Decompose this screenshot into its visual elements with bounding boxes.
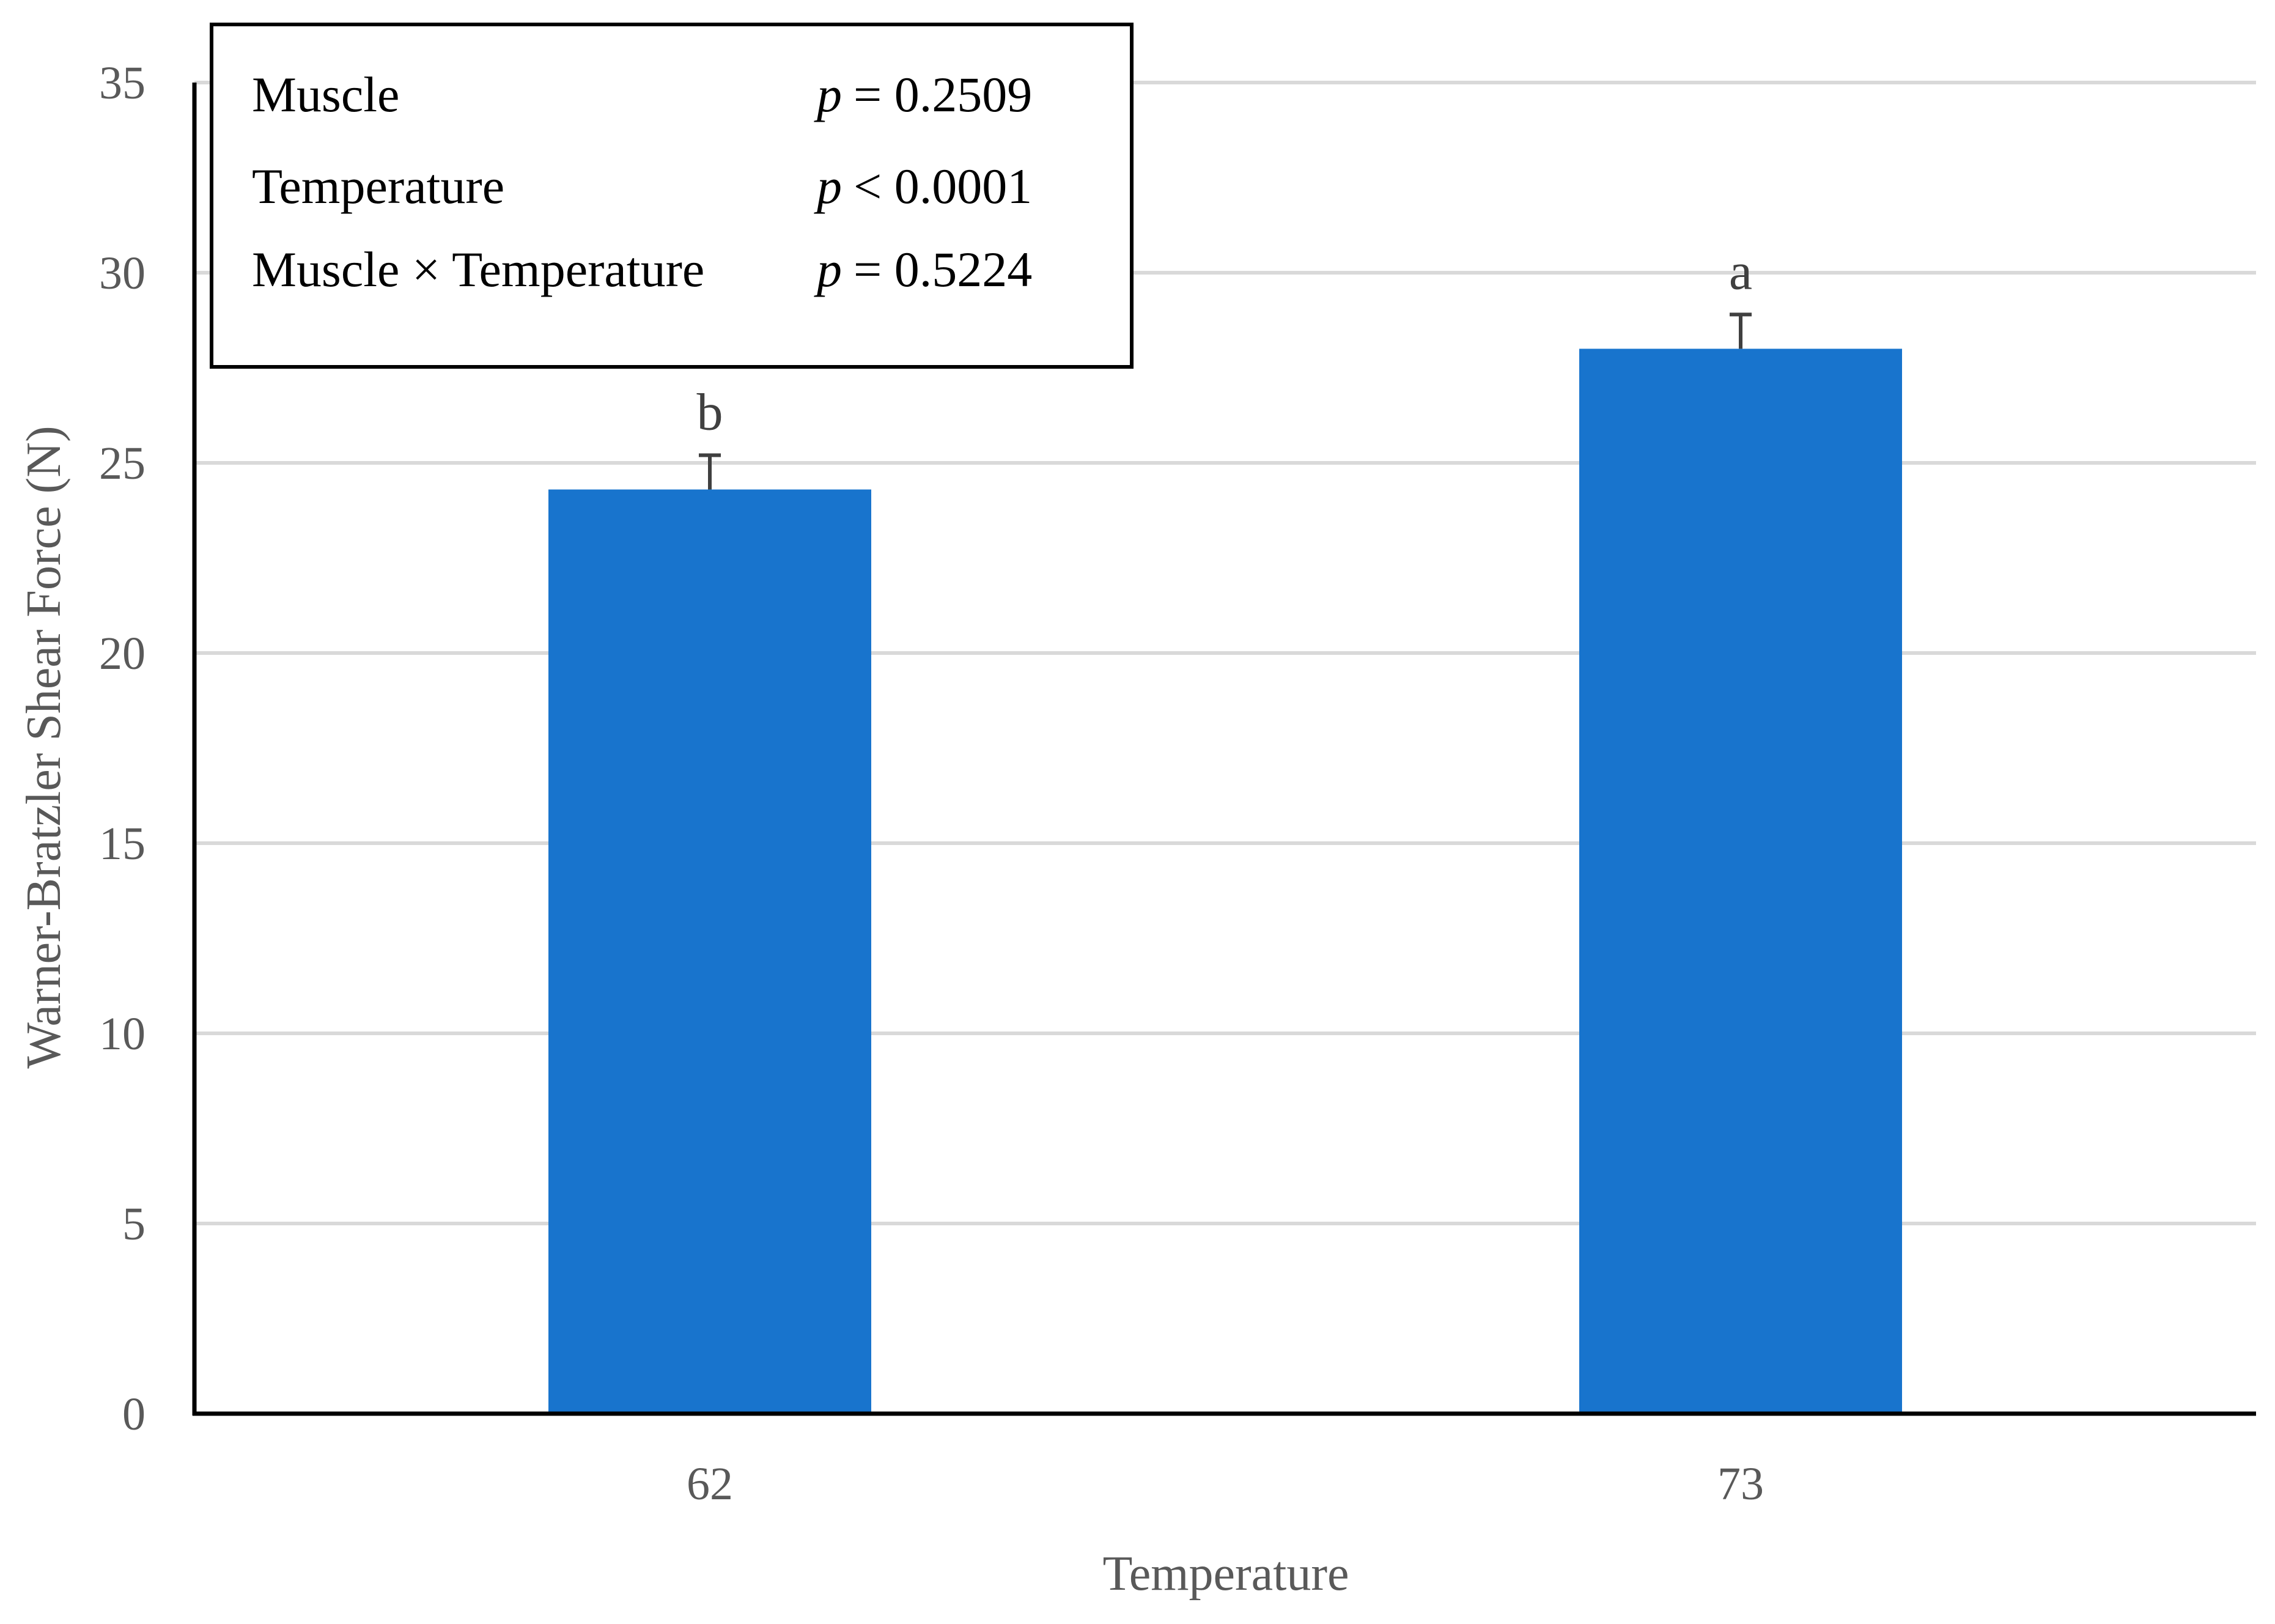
x-tick-labels: 62 73	[687, 1458, 1764, 1510]
y-tick-label-30: 30	[99, 248, 146, 299]
stat-label-muscle: Muscle	[252, 67, 399, 122]
axes	[192, 83, 2256, 1416]
y-tick-label-10: 10	[99, 1008, 146, 1060]
statistics-box: Muscle p = 0.2509 Temperature p < 0.0001…	[210, 23, 1134, 369]
y-tick-label-35: 35	[99, 57, 146, 109]
x-tick-label-62: 62	[687, 1458, 733, 1510]
error-bars	[699, 312, 1752, 490]
y-tick-label-5: 5	[122, 1198, 146, 1250]
stat-label-interaction: Muscle × Temperature	[252, 242, 704, 297]
stat-p-symbol-interaction: p	[814, 242, 842, 297]
significance-letter-62: b	[697, 383, 723, 441]
y-tick-label-15: 15	[99, 818, 146, 869]
x-tick-label-73: 73	[1717, 1458, 1764, 1510]
y-tick-label-25: 25	[99, 438, 146, 489]
stat-p-symbol-temperature: p	[814, 158, 842, 214]
significance-letter-73: a	[1729, 242, 1752, 300]
bars	[548, 349, 1902, 1414]
stat-value-interaction: = 0.5224	[854, 242, 1032, 297]
statistics-box-frame	[210, 23, 1134, 369]
x-axis-title: Temperature	[1102, 1547, 1349, 1601]
stat-label-temperature: Temperature	[252, 158, 504, 214]
stat-value-temperature: < 0.0001	[854, 158, 1032, 214]
stat-value-muscle: = 0.2509	[854, 67, 1032, 122]
bar-73	[1579, 349, 1902, 1414]
bar-62	[548, 489, 871, 1414]
y-tick-label-0: 0	[122, 1389, 146, 1440]
y-tick-labels: 0 5 10 15 20 25 30 35	[99, 57, 146, 1440]
y-tick-label-20: 20	[99, 628, 146, 679]
stat-p-symbol-muscle: p	[814, 67, 842, 122]
y-axis-title: Warner-Bratzler Shear Force (N)	[17, 426, 71, 1068]
significance-letters: ba	[697, 242, 1753, 441]
